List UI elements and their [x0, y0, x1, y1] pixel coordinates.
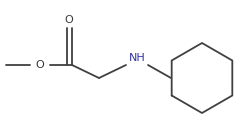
Text: O: O	[36, 60, 44, 70]
Text: NH: NH	[129, 53, 145, 63]
Text: O: O	[65, 15, 73, 25]
